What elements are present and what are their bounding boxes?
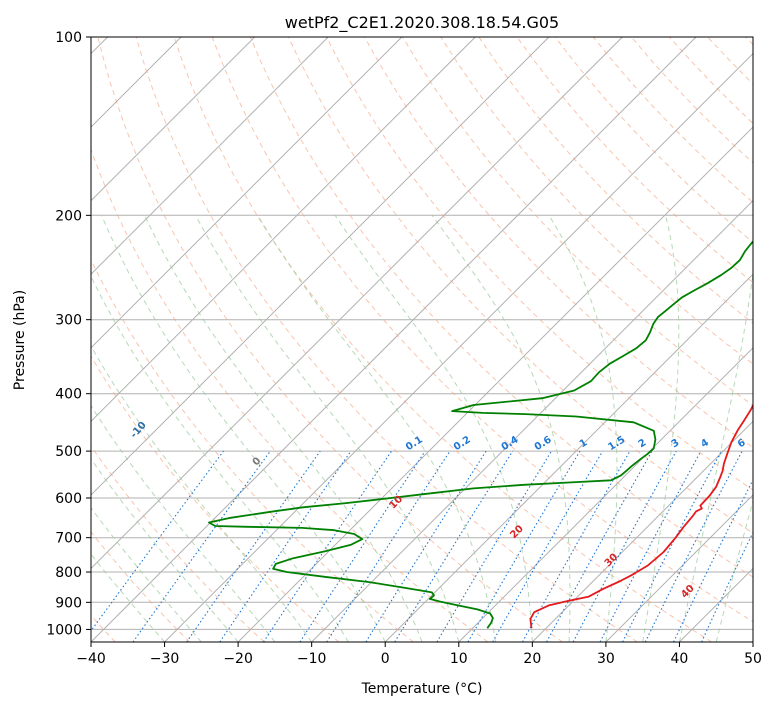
x-tick-label: 20 [523,651,541,667]
grid-isotherm [458,347,753,642]
dry-adiabat [287,37,753,534]
dry-adiabat [249,37,753,578]
mixing-ratio-label: 4 [699,437,711,450]
mixing-ratio-lines [91,450,753,642]
y-tick-label: 900 [55,595,82,611]
moist-adiabat [548,215,618,642]
grid-isotherm [91,37,403,349]
x-tick-label: −30 [150,651,180,667]
grid-isotherm [164,52,753,642]
grid-isotherm [531,420,753,642]
mixing-ratio-line [186,450,321,642]
grid-isotherm [91,37,476,423]
mixing-ratio-label: 3 [670,437,682,450]
x-tick-label: 0 [381,651,390,667]
mixing-ratio-line [522,450,631,642]
moist-adiabats [91,215,753,642]
y-axis-ticks: 100 200 300 400 500 600 700 800 900 1000 [46,30,91,638]
mixing-ratio-line [644,450,743,642]
moist-adiabat [91,275,349,642]
x-axis-label: Temperature (°C) [361,681,483,697]
mixing-ratio-line [572,450,677,642]
y-tick-label: 400 [55,387,82,403]
y-tick-label: 1000 [46,622,82,638]
grid-isotherm [237,126,753,642]
dry-adiabat [91,445,265,642]
mixing-ratio-line [394,450,514,642]
temperature-profile-line [529,403,753,629]
grid-isotherm [91,37,623,570]
moist-adiabat [334,215,533,642]
dry-adiabat [91,355,340,642]
grid-isotherm [91,37,329,275]
y-tick-label: 200 [55,208,82,224]
x-axis-ticks: −40 −30 −20 −10 0 10 20 30 40 50 [76,642,762,667]
y-tick-label: 600 [55,491,82,507]
dry-adiabat [91,531,191,642]
dewpoint-profile-line [208,240,753,629]
mixing-ratio-label: 1 [578,437,590,450]
plot-background [91,37,753,642]
dry-adiabat [211,37,753,623]
mixing-ratio-line [91,450,224,632]
x-tick-label: 40 [671,651,689,667]
plot-frame [90,36,754,643]
mixing-ratio-label: 2 [637,437,649,450]
grid-isotherm [91,37,256,202]
moist-adiabat [431,215,571,642]
y-tick-label: 300 [55,313,82,329]
dry-adiabat [402,37,753,407]
y-axis-label: Pressure (hPa) [12,290,28,390]
moist-adiabat [642,215,680,642]
y-tick-label: 800 [55,565,82,581]
mixing-ratio-label: 6 [736,437,748,450]
mixing-ratio-line [673,478,753,642]
x-tick-label: 50 [744,651,762,667]
x-tick-label: 30 [597,651,615,667]
chart-title: wetPf2_C2E1.2020.308.18.54.G05 [285,13,559,33]
x-tick-label: 10 [450,651,468,667]
grid-isotherm [91,37,550,496]
grid-isotherm [384,273,753,642]
mixing-ratio-line [132,450,271,642]
dry-adiabat [516,37,753,284]
moist-adiabat [195,215,460,642]
mixing-ratio-line [263,450,392,642]
mixing-ratio-line [219,450,352,642]
moist-adiabat [91,345,313,642]
x-tick-label: −10 [297,651,327,667]
x-tick-label: −40 [76,651,106,667]
y-tick-label: 700 [55,531,82,547]
moist-adiabat [91,457,239,642]
mixing-ratio-line [326,450,451,642]
y-tick-label: 100 [55,30,82,46]
mixing-ratio-line [299,450,426,642]
mixing-ratio-line [546,450,653,642]
dry-adiabat [440,37,753,365]
moist-adiabat [678,270,753,642]
moist-adiabat [257,215,497,642]
grid-isotherm [605,494,753,642]
dry-adiabat [91,148,489,642]
moist-adiabat [715,498,753,642]
data-series [208,240,753,629]
dry-adiabat [91,258,414,642]
grid-lines [91,37,753,642]
moist-adiabat [91,553,165,642]
x-tick-label: −20 [223,651,253,667]
dry-adiabat [97,37,563,642]
y-tick-label: 500 [55,444,82,460]
moist-adiabat [144,215,423,642]
